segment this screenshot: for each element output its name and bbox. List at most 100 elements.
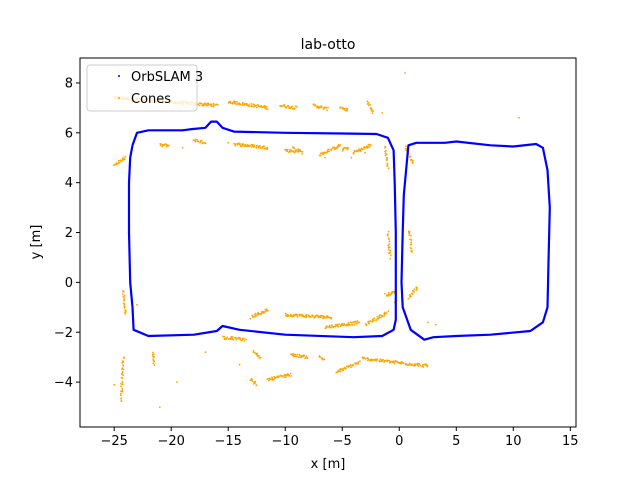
legend-marker-orbslam xyxy=(118,75,120,77)
cone-point xyxy=(119,159,122,162)
cone-point xyxy=(379,358,382,360)
cone-point xyxy=(293,355,295,358)
cone-point xyxy=(392,360,395,363)
cone-point xyxy=(311,315,314,318)
cone-point xyxy=(393,362,396,365)
cone-point xyxy=(386,359,389,362)
x-tick-label: −10 xyxy=(272,434,299,449)
cone-point xyxy=(386,163,389,166)
x-tick-label: 10 xyxy=(505,434,522,449)
cone-point xyxy=(228,338,230,340)
cone-point xyxy=(404,145,407,148)
cone-point xyxy=(337,325,340,328)
cone-point xyxy=(338,323,340,325)
cone-point xyxy=(356,149,359,152)
cone-point xyxy=(244,145,247,148)
cone-point xyxy=(328,148,330,151)
cone-point xyxy=(389,246,391,249)
cone-point xyxy=(259,144,261,147)
cone-point xyxy=(152,360,155,362)
cone-point xyxy=(268,379,270,382)
cone-point xyxy=(278,376,280,378)
cone-point xyxy=(343,322,345,325)
cone-point xyxy=(226,336,229,339)
cone-point xyxy=(386,233,389,236)
cone-point xyxy=(242,144,245,146)
cone-point xyxy=(119,394,122,397)
cone-point xyxy=(358,321,360,324)
cone-point xyxy=(366,147,369,149)
cone-point xyxy=(324,317,327,319)
cone-point xyxy=(122,293,124,295)
cone-point xyxy=(238,363,241,366)
cone-point xyxy=(339,144,342,146)
cone-point xyxy=(412,162,414,164)
cone-point xyxy=(293,151,296,154)
cone-point xyxy=(120,373,123,376)
cone-point xyxy=(255,314,257,317)
cone-point xyxy=(260,104,262,107)
cone-point xyxy=(297,148,300,151)
cone-point xyxy=(300,356,303,359)
cone-point xyxy=(291,105,294,108)
cone-point xyxy=(301,150,304,153)
cone-point xyxy=(309,316,312,318)
x-tick-label: 5 xyxy=(452,434,460,449)
cone-point xyxy=(196,139,199,141)
cone-point xyxy=(387,244,390,247)
cone-point xyxy=(152,362,155,365)
cone-point xyxy=(261,106,264,109)
cone-point xyxy=(299,354,301,357)
cone-point xyxy=(231,102,234,105)
cone-point xyxy=(349,323,351,326)
cone-point xyxy=(122,364,124,367)
cone-point xyxy=(292,150,295,153)
cone-point xyxy=(352,364,355,366)
cone-point xyxy=(293,107,296,110)
cone-point xyxy=(336,323,339,326)
cone-point xyxy=(251,380,254,382)
cone-point xyxy=(204,102,207,104)
cone-point xyxy=(352,321,355,323)
cone-point xyxy=(113,383,116,386)
cone-point xyxy=(415,286,418,288)
cone-point xyxy=(263,147,266,150)
cone-point xyxy=(231,336,234,338)
cone-point xyxy=(330,149,332,152)
cone-point xyxy=(243,340,246,342)
cone-point xyxy=(235,338,238,341)
cone-point xyxy=(120,385,122,388)
cone-point xyxy=(125,309,127,312)
cone-point xyxy=(120,392,122,395)
cone-point xyxy=(240,103,242,106)
cone-point xyxy=(408,232,411,235)
cone-point xyxy=(330,316,333,319)
cone-point xyxy=(122,368,125,371)
cone-point xyxy=(328,324,331,327)
cone-point xyxy=(410,158,413,161)
cone-point xyxy=(240,339,243,342)
cone-point xyxy=(236,101,238,103)
cone-point xyxy=(236,103,239,106)
cone-point xyxy=(407,297,410,300)
cone-point xyxy=(123,297,126,299)
legend-box xyxy=(86,64,198,112)
cone-point xyxy=(366,100,369,103)
cone-point xyxy=(200,139,203,142)
cone-point xyxy=(379,360,381,363)
cone-point xyxy=(387,248,390,251)
x-tick-label: 0 xyxy=(395,434,403,449)
cone-point xyxy=(356,320,359,322)
x-tick-label: −15 xyxy=(215,434,242,449)
cone-point xyxy=(389,249,392,252)
cone-point xyxy=(404,147,407,150)
cone-point xyxy=(255,146,258,149)
cone-point xyxy=(320,106,323,109)
cone-point xyxy=(375,319,378,321)
cone-point xyxy=(121,367,124,369)
cone-point xyxy=(223,335,226,338)
cone-point xyxy=(369,103,371,106)
cone-point xyxy=(381,359,384,362)
cone-point xyxy=(343,108,346,111)
cone-point xyxy=(327,106,329,109)
